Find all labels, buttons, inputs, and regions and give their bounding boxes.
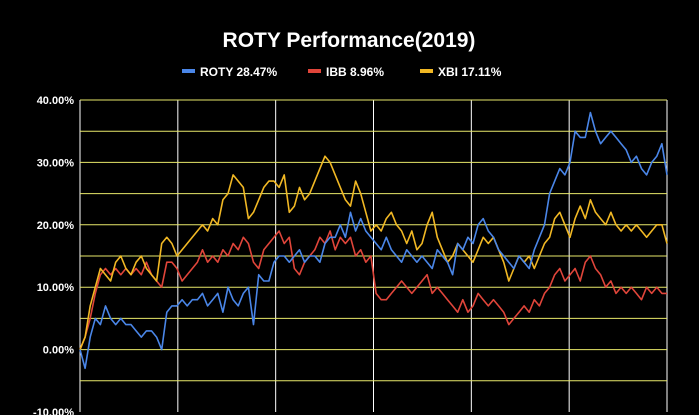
legend-label: ROTY 28.47% bbox=[200, 65, 277, 79]
y-axis: 40.00% 30.00% 20.00% 10.00% 0.00% -10.00% bbox=[33, 95, 74, 415]
y-tick-label: -10.00% bbox=[33, 407, 74, 415]
y-tick-label: 10.00% bbox=[37, 282, 75, 294]
chart-title: ROTY Performance(2019) bbox=[223, 29, 476, 52]
series-line-ibb bbox=[79, 230, 667, 350]
y-tick-label: 0.00% bbox=[43, 345, 74, 357]
legend-label: IBB 8.96% bbox=[326, 65, 384, 79]
chart-legend: ROTY 28.47% IBB 8.96% XBI 17.11% bbox=[182, 65, 502, 79]
y-tick-label: 20.00% bbox=[37, 220, 75, 232]
legend-label: XBI 17.11% bbox=[438, 65, 502, 79]
series-line-roty bbox=[79, 111, 668, 370]
series-layer bbox=[79, 111, 668, 370]
series-line-xbi bbox=[79, 155, 668, 350]
y-tick-label: 30.00% bbox=[37, 157, 75, 169]
legend-swatch bbox=[308, 69, 321, 73]
legend-swatch bbox=[420, 69, 433, 73]
legend-swatch bbox=[182, 69, 195, 73]
y-tick-label: 40.00% bbox=[37, 95, 75, 107]
